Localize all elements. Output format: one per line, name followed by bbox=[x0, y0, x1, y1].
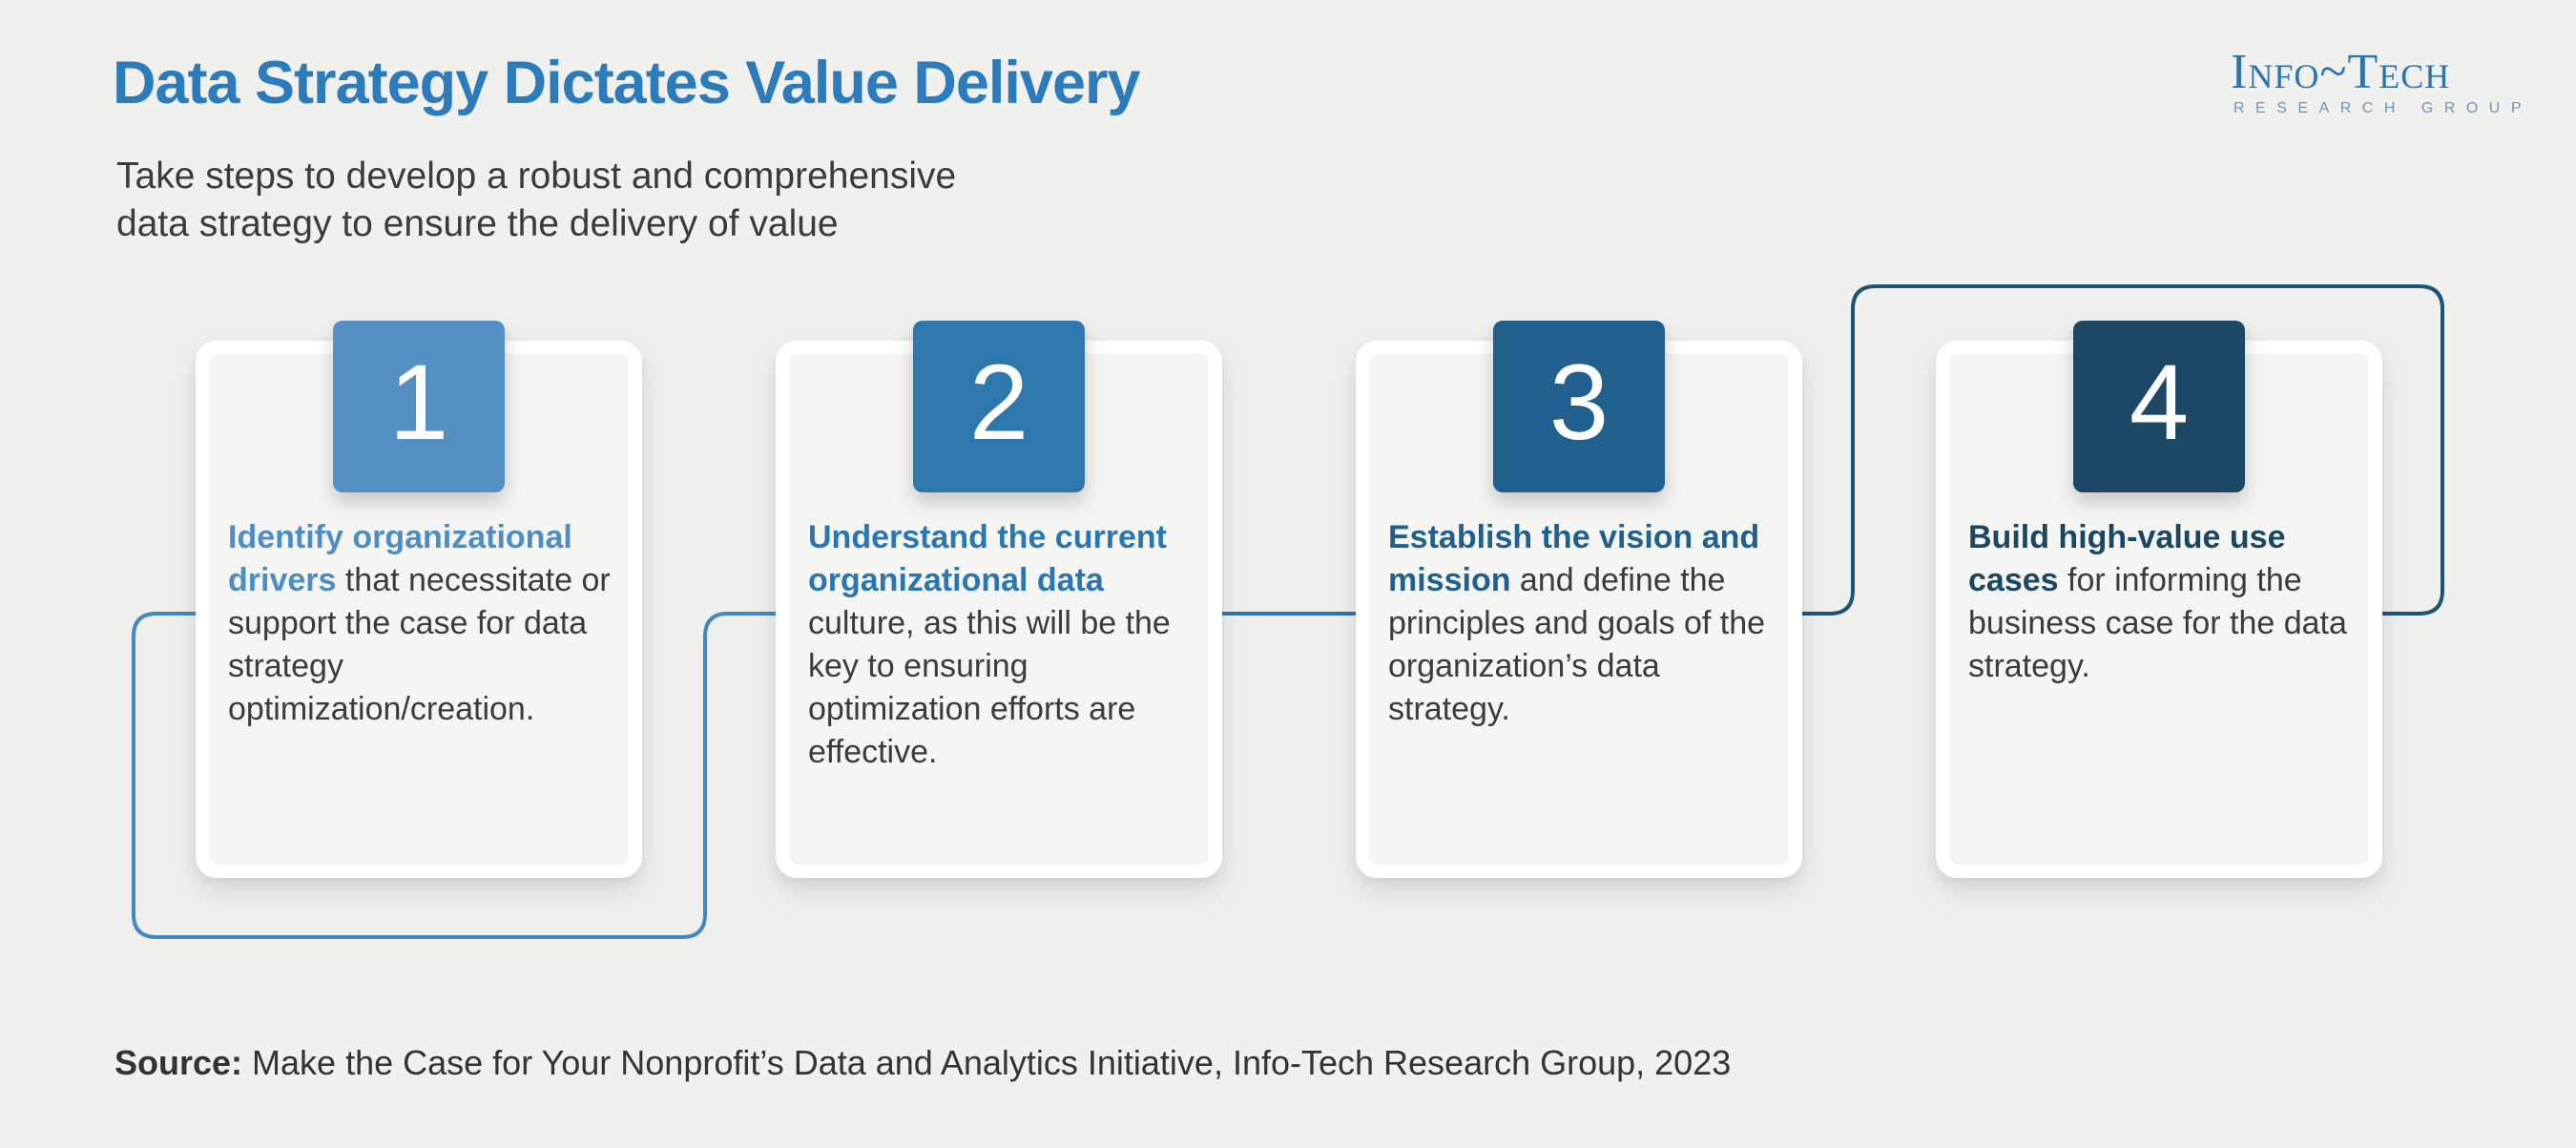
step-1-number-badge: 1 bbox=[333, 321, 505, 492]
source-citation: Source: Make the Case for Your Nonprofit… bbox=[114, 1042, 1731, 1084]
step-1-heading: Identify organizational drivers bbox=[228, 519, 572, 598]
page-subtitle: Take steps to develop a robust and compr… bbox=[116, 156, 957, 244]
step-card-2: Understand the current organizational da… bbox=[776, 341, 1222, 878]
step-4-number-badge: 4 bbox=[2073, 321, 2245, 492]
step-2-text: Understand the current organizational da… bbox=[789, 354, 1209, 774]
step-1-body: that necessitate or support the case for… bbox=[228, 562, 611, 727]
step-4-text: Build high-value use cases for informing… bbox=[1949, 354, 2369, 688]
step-3-text: Establish the vision and mission and def… bbox=[1369, 354, 1789, 731]
step-4-body: for informing the business case for the … bbox=[1968, 562, 2347, 684]
step-4-heading: Build high-value use cases bbox=[1968, 519, 2286, 598]
step-2-number-badge: 2 bbox=[913, 321, 1085, 492]
step-4-number: 4 bbox=[2129, 343, 2190, 462]
step-1-text: Identify organizational drivers that nec… bbox=[209, 354, 629, 731]
step-3-body: and define the principles and goals of t… bbox=[1388, 562, 1766, 727]
step-2-heading: Understand the current organizational da… bbox=[808, 519, 1167, 598]
page-title: Data Strategy Dictates Value Delivery bbox=[113, 50, 1141, 116]
infotech-logo: Info~Tech RESEARCH GROUP bbox=[2231, 45, 2533, 117]
logo-wordmark: Info~Tech bbox=[2231, 45, 2451, 99]
source-label: Source: bbox=[114, 1043, 243, 1082]
source-text: Make the Case for Your Nonprofit’s Data … bbox=[242, 1043, 1732, 1082]
step-3-number-badge: 3 bbox=[1493, 321, 1665, 492]
step-3-number: 3 bbox=[1548, 343, 1610, 462]
step-2-body: culture, as this will be the key to ensu… bbox=[808, 605, 1171, 770]
step-3-heading: Establish the vision and mission bbox=[1388, 519, 1760, 598]
step-2-number: 2 bbox=[968, 343, 1029, 462]
logo-tagline: RESEARCH GROUP bbox=[2233, 100, 2533, 116]
step-1-number: 1 bbox=[388, 343, 449, 462]
